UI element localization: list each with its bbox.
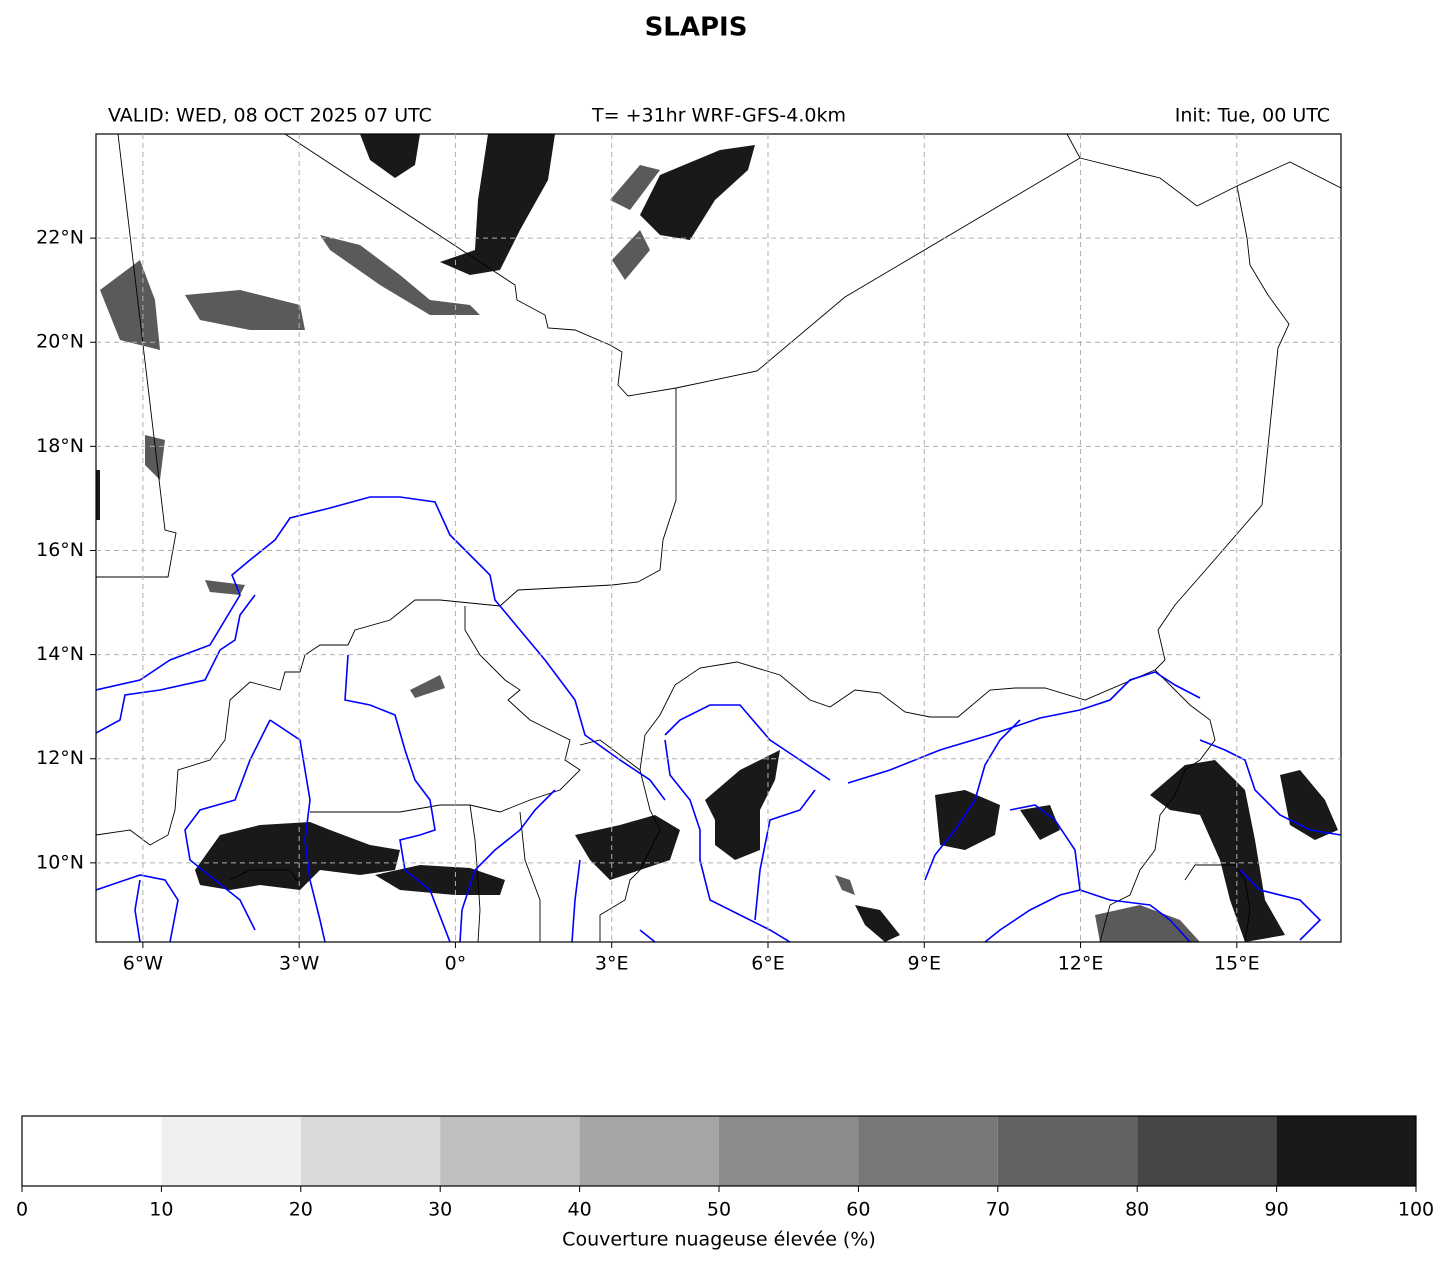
y-tick-label: 14°N bbox=[36, 643, 84, 665]
colorbar-swatch bbox=[719, 1116, 859, 1186]
y-tick-label: 16°N bbox=[36, 539, 84, 561]
colorbar-tick-label: 10 bbox=[149, 1199, 173, 1221]
run-info: T= +31hr WRF-GFS-4.0km bbox=[591, 105, 846, 127]
colorbar-tick-label: 60 bbox=[846, 1199, 870, 1221]
y-tick-label: 18°N bbox=[36, 435, 84, 457]
valid-time: VALID: WED, 08 OCT 2025 07 UTC bbox=[108, 105, 432, 127]
colorbar-swatch bbox=[161, 1116, 301, 1186]
y-tick-label: 12°N bbox=[36, 747, 84, 769]
colorbar-swatch bbox=[579, 1116, 719, 1186]
x-tick-label: 6°W bbox=[123, 953, 164, 975]
colorbar-swatch bbox=[22, 1116, 162, 1186]
y-tick-label: 10°N bbox=[36, 851, 84, 873]
y-tick-label: 22°N bbox=[36, 227, 84, 249]
x-tick-label: 12°E bbox=[1058, 953, 1104, 975]
colorbar-label: Couverture nuageuse élevée (%) bbox=[562, 1229, 876, 1251]
colorbar-swatch bbox=[1137, 1116, 1277, 1186]
colorbar-swatch bbox=[858, 1116, 998, 1186]
title: SLAPIS bbox=[645, 13, 748, 43]
colorbar-tick-label: 50 bbox=[707, 1199, 731, 1221]
x-tick-label: 15°E bbox=[1214, 953, 1260, 975]
colorbar-tick-label: 80 bbox=[1125, 1199, 1149, 1221]
colorbar-swatch bbox=[300, 1116, 441, 1186]
map-frame bbox=[95, 133, 1342, 943]
x-tick-label: 9°E bbox=[907, 953, 941, 975]
colorbar-tick-label: 70 bbox=[986, 1199, 1010, 1221]
map-layer bbox=[96, 134, 1341, 942]
colorbar-tick-label: 20 bbox=[289, 1199, 313, 1221]
init-time: Init: Tue, 00 UTC bbox=[1175, 105, 1330, 127]
colorbar-tick-label: 30 bbox=[428, 1199, 452, 1221]
colorbar-tick-label: 90 bbox=[1265, 1199, 1289, 1221]
colorbar-swatch bbox=[1276, 1116, 1416, 1186]
x-tick-label: 6°E bbox=[751, 953, 785, 975]
rivers bbox=[96, 496, 1341, 942]
colorbar-swatch bbox=[997, 1116, 1138, 1186]
colorbar-tick-label: 40 bbox=[568, 1199, 592, 1221]
y-tick-label: 20°N bbox=[36, 331, 84, 353]
colorbar-swatch bbox=[440, 1116, 580, 1186]
colorbar-tick-label: 100 bbox=[1398, 1199, 1434, 1221]
x-tick-label: 3°E bbox=[595, 953, 629, 975]
x-tick-label: 3°W bbox=[279, 953, 320, 975]
clouds bbox=[96, 134, 1338, 942]
x-tick-label: 0° bbox=[445, 953, 467, 975]
borders bbox=[96, 134, 1341, 942]
colorbar-tick-label: 0 bbox=[16, 1199, 28, 1221]
